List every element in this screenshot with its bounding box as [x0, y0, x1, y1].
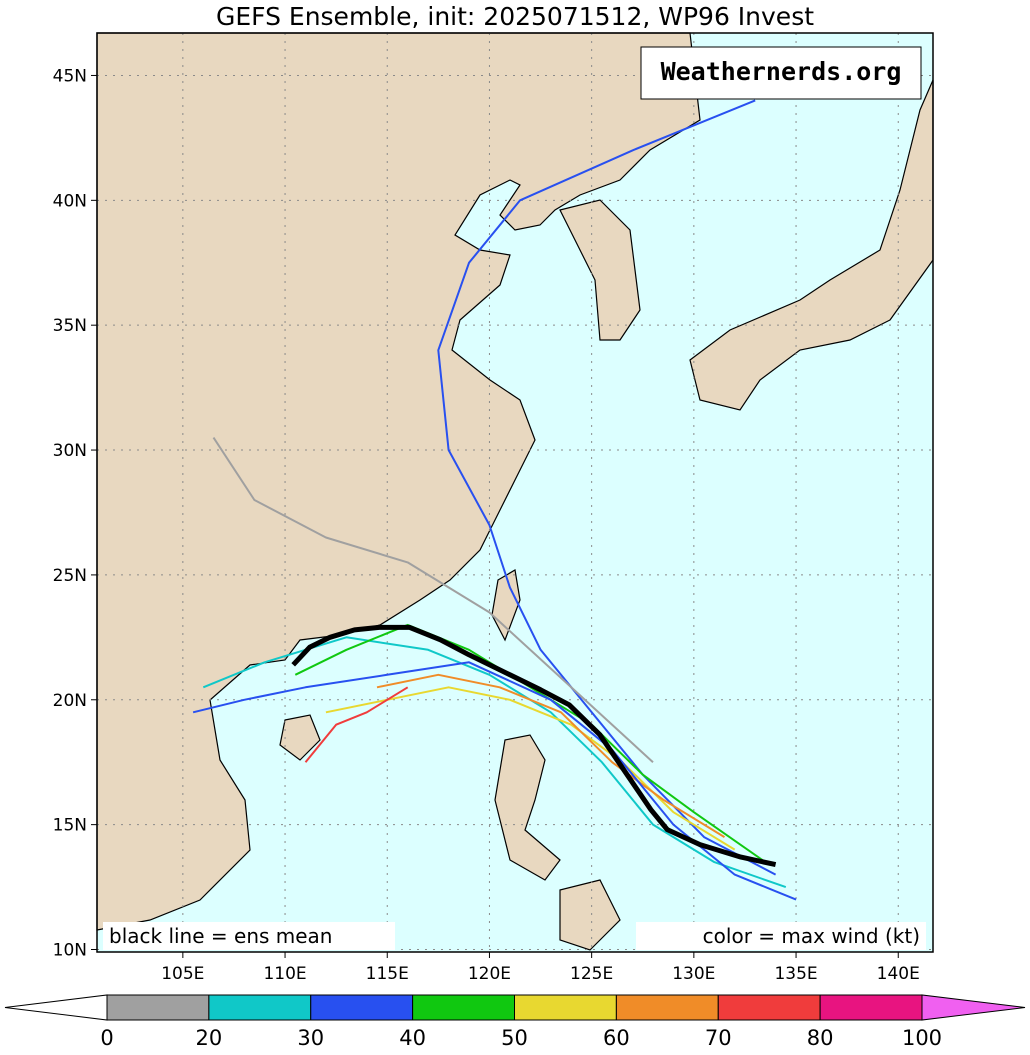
korea: [559, 199, 641, 341]
colorbar-segment: [412, 994, 515, 1021]
annotation-box: [636, 922, 926, 950]
annotation: color = max wind (kt): [703, 924, 920, 948]
colorbar-segment: [208, 994, 312, 1021]
x-tick-label: 110E: [263, 964, 306, 984]
colorbar-label: 50: [501, 1026, 528, 1050]
watermark-box: [640, 46, 922, 100]
x-tick-label: 130E: [672, 964, 715, 984]
colorbar-label: 30: [297, 1026, 324, 1050]
colorbar-under: [4, 994, 108, 1021]
watermark: Weathernerds.org: [661, 57, 902, 86]
colorbar-label: 40: [399, 1026, 426, 1050]
member-track: [212, 437, 654, 763]
mainland: [96, 32, 701, 931]
x-tick-label: 115E: [366, 964, 409, 984]
colorbar-segment: [514, 994, 617, 1021]
colorbar-segment: [819, 994, 923, 1021]
colorbar-segment: [615, 994, 719, 1021]
member-track: [304, 686, 409, 763]
member-track: [376, 673, 726, 838]
colorbar-segment: [310, 994, 414, 1021]
chart-title: GEFS Ensemble, init: 2025071512, WP96 In…: [216, 2, 814, 31]
y-tick-label: 45N: [53, 66, 87, 86]
colorbar-label: 20: [196, 1026, 223, 1050]
plot-frame: [96, 32, 934, 953]
mindanao: [559, 879, 621, 951]
member-track: [325, 686, 736, 851]
x-tick-label: 140E: [877, 964, 920, 984]
colorbar-label: 70: [705, 1026, 732, 1050]
colorbar-label: 80: [807, 1026, 834, 1050]
annotation: black line = ens mean: [109, 924, 333, 948]
colorbar-label: 0: [100, 1026, 113, 1050]
colorbar-segment: [106, 994, 210, 1021]
y-tick-label: 20N: [53, 691, 87, 711]
colorbar-label: 100: [902, 1026, 942, 1050]
land: [96, 32, 934, 951]
y-tick-label: 15N: [53, 816, 87, 836]
luzon: [494, 734, 561, 881]
hainan: [279, 714, 321, 761]
mean-track: [291, 624, 777, 868]
x-tick-label: 135E: [774, 964, 817, 984]
y-tick-label: 30N: [53, 441, 87, 461]
y-tick-label: 35N: [53, 316, 87, 336]
x-tick-label: 125E: [570, 964, 613, 984]
x-tick-label: 120E: [468, 964, 511, 984]
member-track: [192, 661, 797, 901]
colorbar-label: 60: [603, 1026, 630, 1050]
y-tick-label: 25N: [53, 566, 87, 586]
y-tick-label: 40N: [53, 191, 87, 211]
annotation-box: [103, 922, 395, 950]
colorbar-over: [921, 994, 1026, 1021]
colorbar-segment: [717, 994, 821, 1021]
y-tick-label: 10N: [53, 941, 87, 961]
x-tick-label: 105E: [161, 964, 204, 984]
